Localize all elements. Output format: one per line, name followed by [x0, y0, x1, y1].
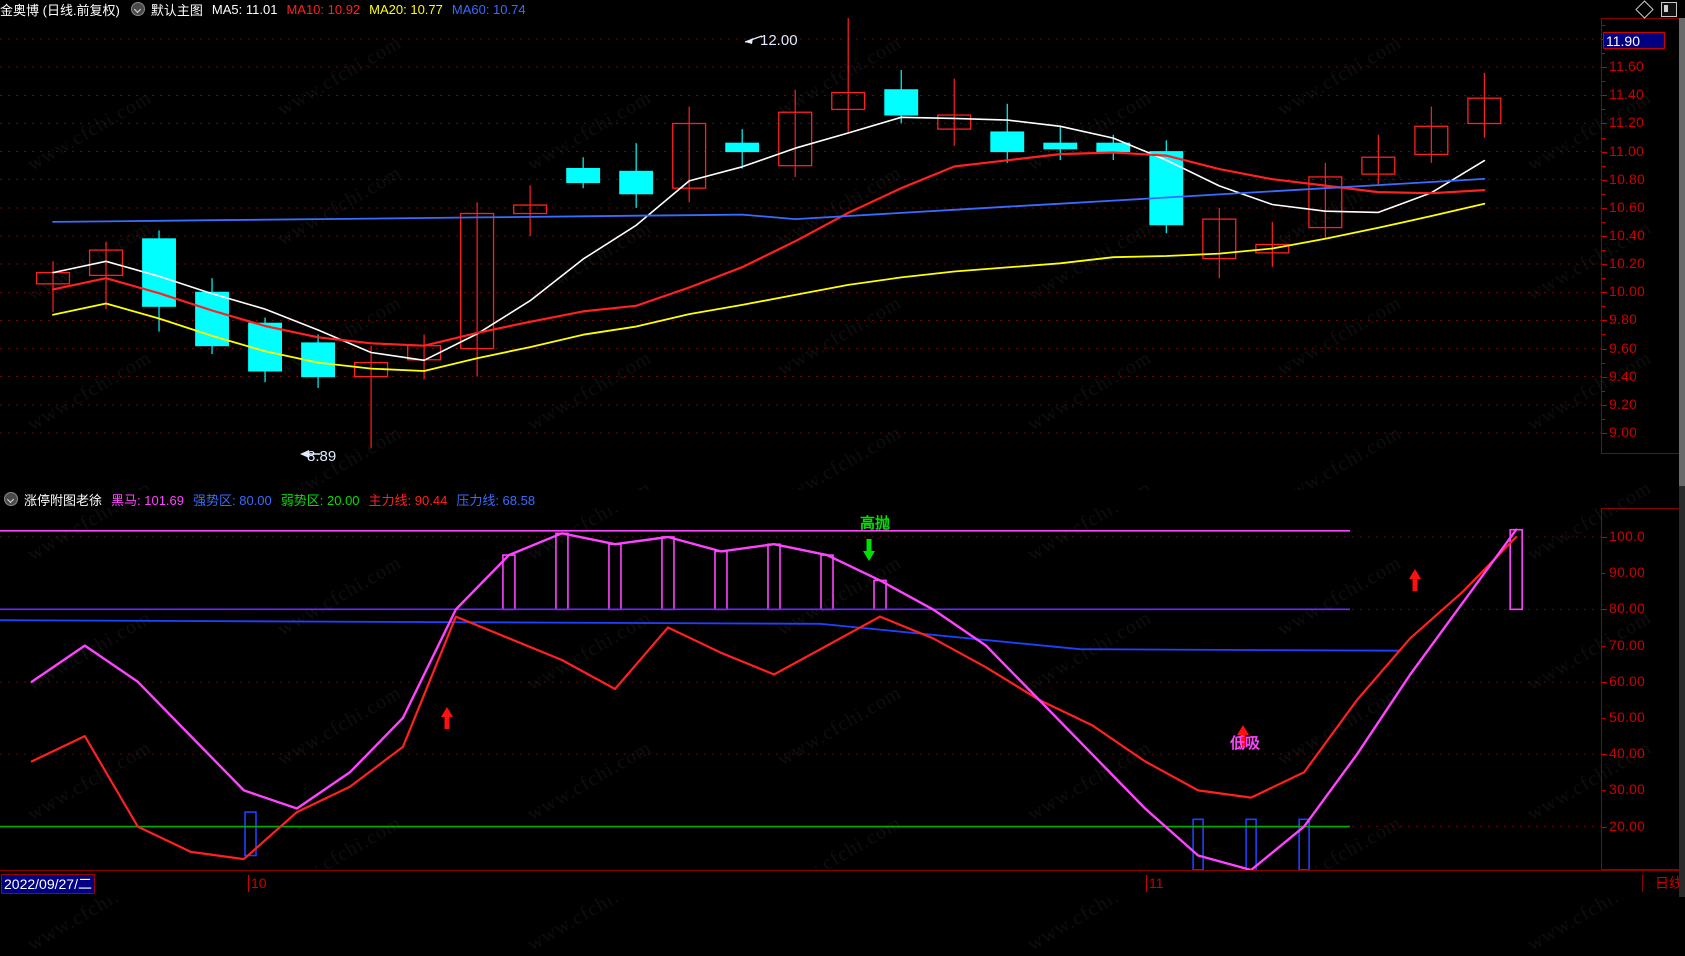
price-tick-label: 9.40	[1609, 367, 1638, 384]
scrollbar-thumb[interactable]	[1679, 16, 1685, 486]
chevron-down-circle-icon[interactable]	[4, 492, 18, 506]
axis-minor-tick	[1602, 573, 1605, 575]
qiangshi-label: 强势区: 80.00	[193, 492, 272, 508]
axis-minor-tick	[1602, 137, 1605, 139]
axis-minor-tick	[1602, 81, 1605, 83]
value-tick-label: 60.00	[1609, 672, 1646, 689]
axis-minor-tick	[1602, 717, 1605, 719]
price-tick-label: 10.80	[1609, 170, 1646, 187]
axis-tick-mark	[1602, 432, 1607, 434]
window-controls	[1635, 0, 1677, 19]
axis-tick-mark	[1602, 207, 1607, 209]
price-tick-label: 11.20	[1609, 114, 1644, 131]
zhuli-label: 主力线: 90.44	[368, 492, 448, 508]
status-bar: 2022/09/27/二 10 11 日线	[0, 870, 1685, 898]
price-tick-label: 9.00	[1609, 423, 1638, 440]
ruoshi-label: 弱势区: 20.00	[280, 492, 360, 508]
axis-tick-mark	[1602, 151, 1607, 153]
axis-tick-mark	[1602, 681, 1607, 683]
sub-indicator-header: 涨停附图老徐 黑马: 101.69 强势区: 80.00 弱势区: 20.00 …	[0, 490, 1600, 508]
sub-indicator-panel[interactable]: 高抛 低吸	[0, 508, 1685, 870]
axis-minor-tick	[1602, 109, 1605, 111]
trading-chart-window: www.cfchi.com www.cfchi.com www.cfchi.com w…	[0, 0, 1685, 897]
axis-minor-tick	[1602, 165, 1605, 167]
axis-minor-tick	[1602, 362, 1605, 364]
price-tick-label: 10.00	[1609, 283, 1646, 300]
main-price-axis[interactable]: 11.8011.6011.4011.2011.0010.8010.6010.40…	[1601, 18, 1685, 454]
main-chart-header: 金奥博 (日线.前复权) 默认主图 MA5: 11.01 MA10: 10.92…	[0, 0, 1685, 18]
axis-minor-tick	[1602, 221, 1605, 223]
price-tick-label: 10.20	[1609, 255, 1646, 272]
axis-tick-mark	[1602, 264, 1607, 266]
value-tick-label: 30.00	[1609, 781, 1646, 798]
chevron-down-circle-icon[interactable]	[130, 2, 145, 16]
ma20-label: MA20: 10.77	[369, 1, 443, 17]
ma5-label: MA5: 11.01	[211, 1, 278, 17]
axis-tick-mark	[1602, 609, 1607, 611]
ma10-label: MA10: 10.92	[286, 1, 361, 17]
period-label[interactable]: 日线	[1642, 874, 1683, 892]
axis-minor-tick	[1602, 53, 1605, 55]
axis-tick-mark	[1602, 826, 1607, 828]
value-tick-label: 40.00	[1609, 745, 1646, 762]
price-tick-label: 11.60	[1609, 58, 1644, 75]
current-price-badge: 11.90	[1603, 32, 1665, 49]
axis-tick-mark	[1602, 123, 1607, 125]
price-tick-label: 9.80	[1609, 311, 1638, 328]
price-tick-label: 11.40	[1609, 86, 1644, 103]
value-tick-label: 20.00	[1609, 817, 1646, 834]
value-tick-label: 50.00	[1609, 708, 1646, 725]
axis-minor-tick	[1602, 334, 1605, 336]
value-tick-label: 70.00	[1609, 636, 1646, 653]
axis-minor-tick	[1602, 250, 1605, 252]
axis-tick-mark	[1602, 536, 1607, 538]
value-tick-label: 80.00	[1609, 600, 1646, 617]
axis-tick-mark	[1602, 292, 1607, 294]
heima-label: 黑马: 101.69	[111, 492, 185, 508]
yali-label: 压力线: 68.58	[456, 492, 536, 508]
axis-minor-tick	[1602, 306, 1605, 308]
axis-minor-tick	[1602, 790, 1605, 792]
sub-value-axis[interactable]: 100.0 90.00 80.00 70.00 60.00 50.00 40.00 30.00…	[1601, 508, 1685, 870]
candlestick-plot[interactable]	[0, 18, 1601, 454]
price-tick-label: 10.40	[1609, 227, 1646, 243]
main-chart-panel[interactable]: 12.00 8.89	[0, 18, 1685, 486]
price-tick-label: 11.00	[1609, 142, 1644, 159]
axis-minor-tick	[1602, 25, 1605, 27]
x-axis-tick-10: 10	[248, 875, 267, 892]
axis-tick-mark	[1602, 376, 1607, 378]
vertical-scrollbar[interactable]	[1679, 0, 1685, 897]
axis-minor-tick	[1602, 418, 1605, 420]
symbol-label: 金奥博 (日线.前复权)	[0, 2, 120, 18]
axis-tick-mark	[1602, 320, 1607, 322]
price-tick-label: 9.20	[1609, 395, 1638, 412]
axis-minor-tick	[1602, 278, 1605, 280]
ma60-label: MA60: 10.74	[451, 1, 526, 17]
price-tick-label: 9.60	[1609, 339, 1638, 356]
axis-tick-mark	[1602, 95, 1607, 97]
diamond-icon[interactable]	[1635, 0, 1654, 19]
axis-minor-tick	[1602, 193, 1605, 195]
chart-name-label[interactable]: 默认主图	[150, 2, 203, 18]
axis-tick-mark	[1602, 67, 1607, 69]
x-axis-tick-11: 11	[1146, 875, 1164, 892]
panel-toggle-icon[interactable]	[1661, 2, 1677, 17]
axis-tick-mark	[1602, 404, 1607, 406]
oscillator-plot[interactable]	[0, 508, 1601, 870]
axis-tick-mark	[1602, 348, 1607, 350]
axis-tick-mark	[1602, 179, 1607, 181]
date-readout: 2022/09/27/二	[1, 874, 95, 894]
axis-minor-tick	[1602, 390, 1605, 392]
axis-minor-tick	[1602, 645, 1605, 647]
value-tick-label: 90.00	[1609, 564, 1646, 581]
value-tick-label: 100.0	[1609, 527, 1646, 544]
axis-tick-mark	[1602, 236, 1607, 237]
indicator-name-label[interactable]: 涨停附图老徐	[24, 492, 103, 508]
axis-tick-mark	[1602, 754, 1607, 756]
price-tick-label: 10.60	[1609, 198, 1646, 215]
